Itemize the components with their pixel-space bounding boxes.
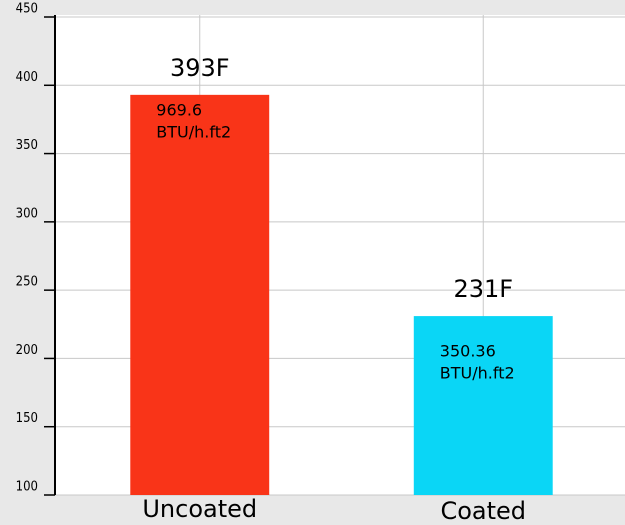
- bar: [130, 94, 270, 496]
- value-label: 231F: [453, 275, 513, 303]
- x-tick-label: Coated: [440, 497, 526, 525]
- y-tick-label: 300: [16, 206, 38, 221]
- y-tick-label: 150: [16, 411, 38, 426]
- value-label: 393F: [170, 54, 230, 82]
- bar-note: 969.6: [156, 100, 202, 119]
- bar: [413, 316, 553, 495]
- y-tick-label: 250: [16, 275, 38, 290]
- y-tick-label: 100: [16, 480, 38, 495]
- y-tick-label: 200: [16, 343, 38, 358]
- bar-note: BTU/h.ft2: [156, 122, 231, 141]
- x-tick-label: Uncoated: [142, 495, 257, 523]
- y-tick-label: 450: [16, 2, 38, 17]
- y-tick-label: 350: [16, 138, 38, 153]
- bar-note: 350.36: [440, 342, 496, 361]
- bar-note: BTU/h.ft2: [440, 364, 515, 383]
- y-tick-label: 400: [16, 70, 38, 85]
